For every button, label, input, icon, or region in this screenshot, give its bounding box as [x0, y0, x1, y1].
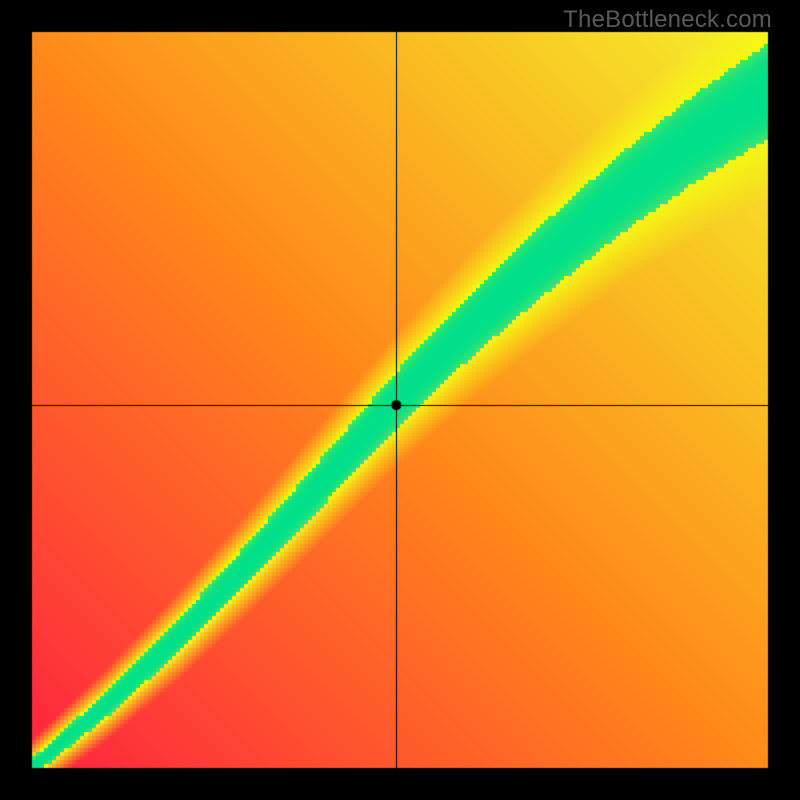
chart-container: TheBottleneck.com: [0, 0, 800, 800]
heatmap-canvas: [0, 0, 800, 800]
watermark-text: TheBottleneck.com: [563, 6, 772, 34]
